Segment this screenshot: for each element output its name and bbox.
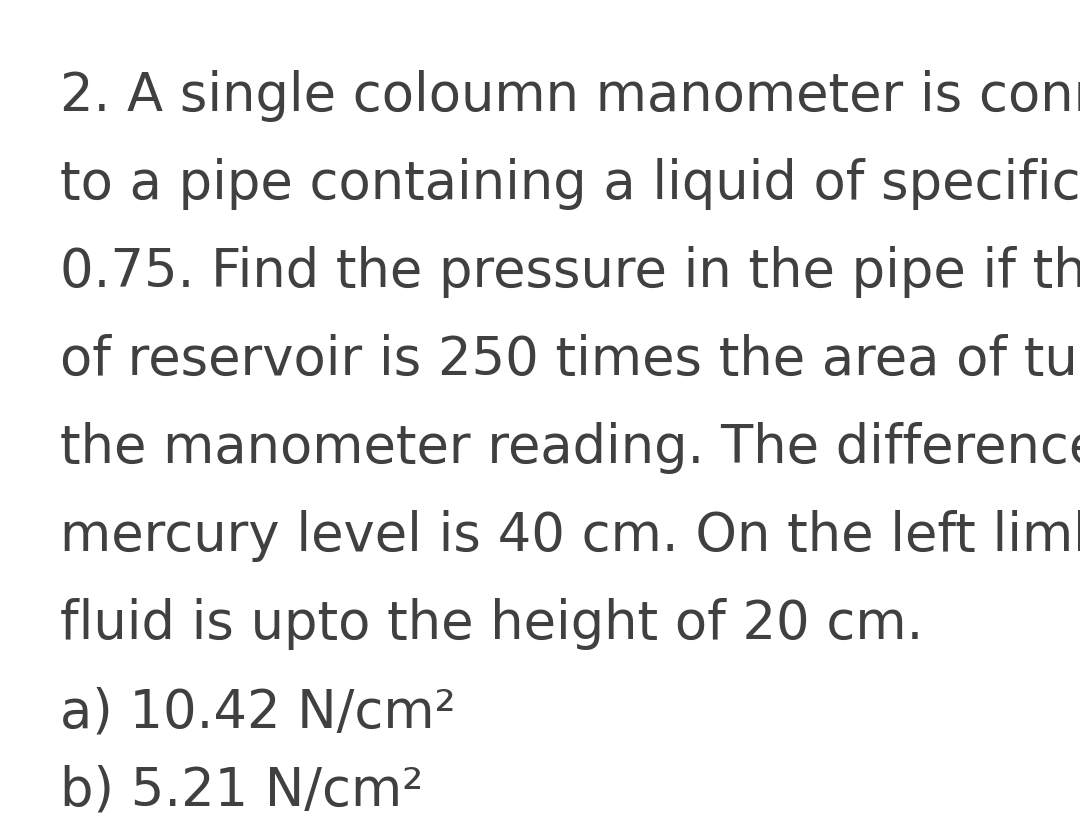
Text: fluid is upto the height of 20 cm.: fluid is upto the height of 20 cm. (60, 598, 923, 650)
Text: b) 5.21 N/cm²: b) 5.21 N/cm² (60, 764, 423, 816)
Text: a) 10.42 N/cm²: a) 10.42 N/cm² (60, 686, 456, 738)
Text: 0.75. Find the pressure in the pipe if the area: 0.75. Find the pressure in the pipe if t… (60, 246, 1080, 298)
Text: to a pipe containing a liquid of specific gravity: to a pipe containing a liquid of specifi… (60, 158, 1080, 210)
Text: 2. A single coloumn manometer is connected: 2. A single coloumn manometer is connect… (60, 70, 1080, 122)
Text: mercury level is 40 cm. On the left limb the: mercury level is 40 cm. On the left limb… (60, 510, 1080, 562)
Text: the manometer reading. The difference in: the manometer reading. The difference in (60, 422, 1080, 474)
Text: of reservoir is 250 times the area of tube for: of reservoir is 250 times the area of tu… (60, 334, 1080, 386)
